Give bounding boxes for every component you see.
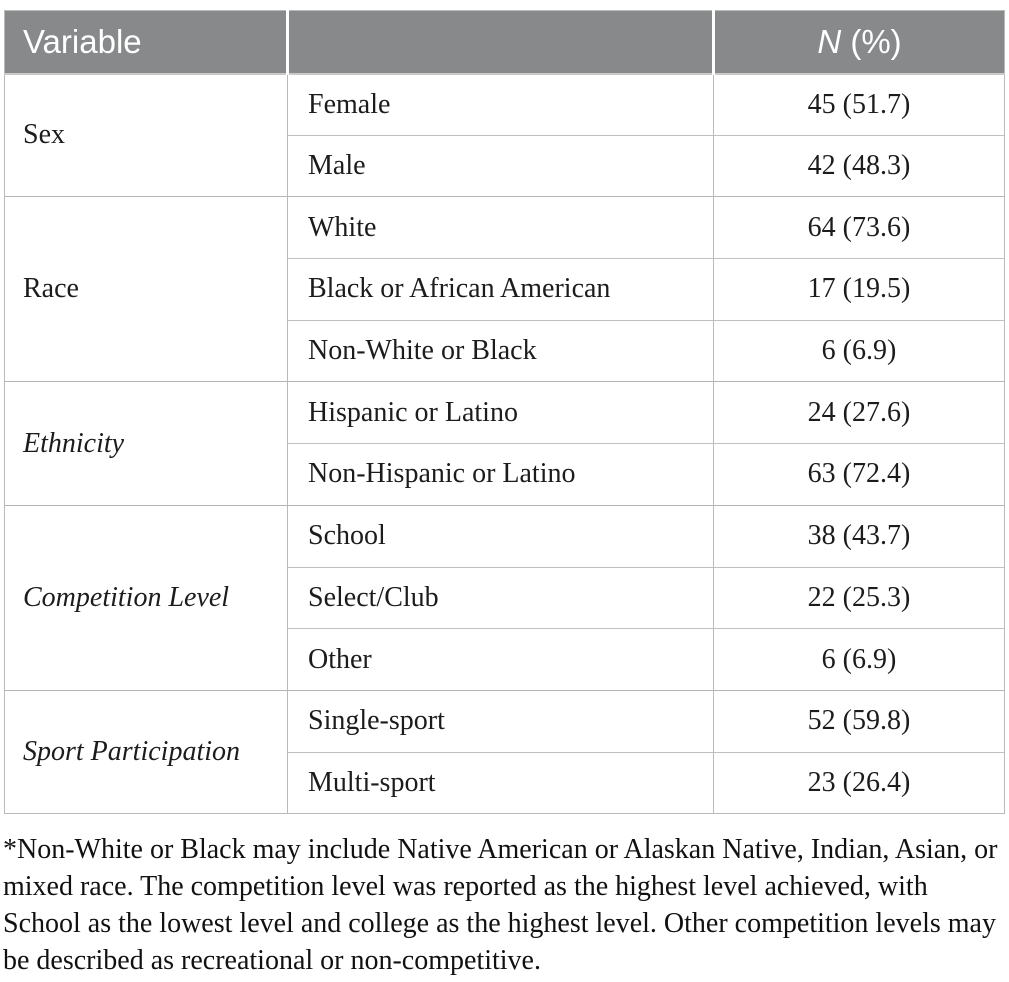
header-n-percent: N (%): [712, 10, 1005, 75]
table-row: Competition Level School 38 (43.7): [4, 504, 1005, 691]
category-cell: Select/Club: [287, 566, 714, 629]
table-row: Male 42 (48.3): [5, 134, 1005, 197]
demographics-table: Variable N (%) Sex Female 45 (51.7) Male…: [4, 10, 1005, 815]
category-cell: Multi-sport: [287, 751, 714, 814]
value-cell: 38 (43.7): [713, 504, 1005, 567]
value-cell: 45 (51.7): [713, 73, 1005, 136]
value-cell: 52 (59.8): [713, 689, 1005, 753]
table-row: Sex Female 45 (51.7): [4, 72, 1005, 197]
category-cell: School: [287, 504, 714, 567]
category-cell: Single-sport: [287, 689, 714, 753]
table-row: Select/Club 22 (25.3): [5, 566, 1005, 629]
value-cell: 64 (73.6): [713, 196, 1005, 259]
table-footnote: *Non-White or Black may include Native A…: [3, 834, 998, 977]
value-cell: 24 (27.6): [713, 381, 1005, 444]
category-cell: Male: [287, 134, 714, 197]
table-row: Sport Participation Single-sport 52 (59.…: [4, 689, 1005, 814]
header-n-italic: N: [817, 22, 842, 60]
header-percent: (%): [841, 22, 902, 60]
table-header-row: Variable N (%): [4, 10, 1005, 75]
category-cell: Female: [287, 73, 714, 136]
value-cell: 17 (19.5): [713, 258, 1005, 321]
category-cell: Non-White or Black: [287, 319, 714, 382]
table-row: Multi-sport 23 (26.4): [5, 751, 1005, 814]
header-variable: Variable: [4, 10, 288, 75]
header-empty: [286, 10, 714, 75]
value-cell: 23 (26.4): [713, 751, 1005, 814]
table-row: Race White 64 (73.6): [4, 196, 1005, 382]
variable-cell-ethnicity: Ethnicity: [4, 381, 288, 506]
variable-cell-sport-participation: Sport Participation: [4, 689, 288, 814]
variable-cell-race: Race: [4, 196, 288, 382]
table-row: Non-White or Black 6 (6.9): [5, 319, 1005, 382]
category-cell: Non-Hispanic or Latino: [287, 443, 714, 506]
table-row: Black or African American 17 (19.5): [5, 258, 1005, 321]
table-row: Other 6 (6.9): [5, 628, 1005, 691]
category-cell: Other: [287, 628, 714, 691]
category-cell: White: [287, 196, 714, 259]
table-row: Non-Hispanic or Latino 63 (72.4): [5, 443, 1005, 506]
value-cell: 6 (6.9): [713, 319, 1005, 382]
value-cell: 22 (25.3): [713, 566, 1005, 629]
category-cell: Hispanic or Latino: [287, 381, 714, 444]
value-cell: 42 (48.3): [713, 134, 1005, 197]
table-row: Ethnicity Hispanic or Latino 24 (27.6): [4, 381, 1005, 506]
category-cell: Black or African American: [287, 258, 714, 321]
variable-cell-competition-level: Competition Level: [4, 504, 288, 691]
value-cell: 63 (72.4): [713, 443, 1005, 506]
value-cell: 6 (6.9): [713, 628, 1005, 691]
variable-cell-sex: Sex: [4, 72, 288, 197]
